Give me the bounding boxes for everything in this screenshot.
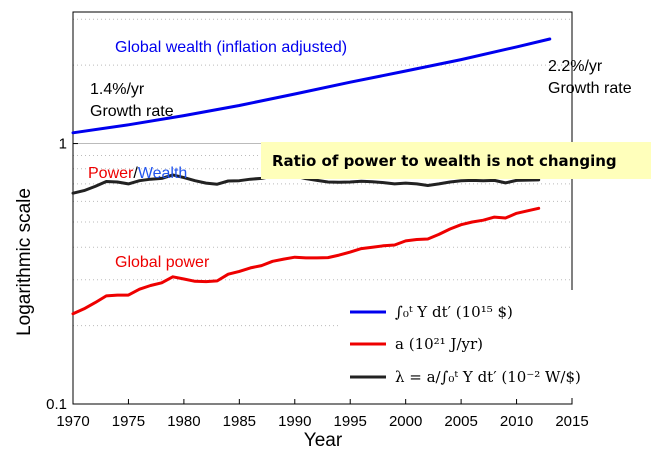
x-tick-label: 1970 bbox=[56, 413, 89, 430]
power-word: Power bbox=[88, 165, 134, 182]
power-wealth-annotation: Power/Wealth bbox=[88, 165, 187, 182]
x-tick-label: 2000 bbox=[389, 413, 422, 430]
y-tick-label: 1 bbox=[59, 136, 67, 153]
legend: ∫₀ᵗ Y dt′ (10¹⁵ $) a (10²¹ J/yr) λ = a/∫… bbox=[340, 290, 630, 398]
x-tick-label: 1975 bbox=[112, 413, 145, 430]
x-tick-label: 2010 bbox=[500, 413, 533, 430]
legend-box bbox=[340, 290, 630, 398]
power-line bbox=[71, 206, 541, 316]
legend-label-wealth: ∫₀ᵗ Y dt′ (10¹⁵ $) bbox=[395, 303, 513, 321]
x-tick-label: 1995 bbox=[334, 413, 367, 430]
left-rate-text: Growth rate bbox=[90, 103, 174, 120]
right-rate-text: Growth rate bbox=[548, 80, 632, 97]
left-rate-value: 1.4%/yr bbox=[90, 81, 145, 98]
y-tick-label: 0.1 bbox=[46, 396, 67, 413]
axis-ticks: 1970 1975 1980 1985 1990 1995 2000 2005 2010 2015… bbox=[46, 136, 589, 430]
callout-box bbox=[261, 142, 651, 179]
wealth-line bbox=[71, 37, 552, 135]
right-rate-value: 2.2%/yr bbox=[548, 58, 603, 75]
x-axis-label: Year bbox=[304, 430, 343, 451]
legend-label-ratio: λ = a/∫₀ᵗ Y dt′ (10⁻² W/$) bbox=[395, 368, 581, 386]
wealth-annotation: Global wealth (inflation adjusted) bbox=[115, 39, 347, 56]
x-tick-label: 2005 bbox=[444, 413, 477, 430]
x-tick-label: 1990 bbox=[278, 413, 311, 430]
x-tick-label: 1980 bbox=[167, 413, 200, 430]
plot-frame bbox=[72, 11, 573, 405]
wealth-word: Wealth bbox=[138, 165, 188, 182]
slash-separator: / bbox=[133, 165, 138, 182]
power-annotation: Global power bbox=[115, 254, 210, 271]
x-tick-label: 1985 bbox=[223, 413, 256, 430]
x-tick-label: 2015 bbox=[555, 413, 588, 430]
legend-label-power: a (10²¹ J/yr) bbox=[395, 335, 483, 353]
y-axis-label: Logarithmic scale bbox=[14, 188, 35, 336]
callout-text: Ratio of power to wealth is not changing bbox=[272, 152, 617, 170]
